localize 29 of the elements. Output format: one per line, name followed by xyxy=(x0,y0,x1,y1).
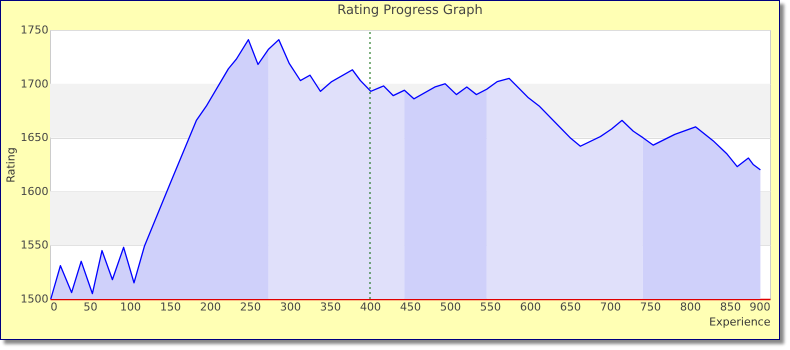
x-tick-label: 400 xyxy=(360,300,381,314)
x-tick-label: 0 xyxy=(50,300,58,314)
x-tick-label: 100 xyxy=(120,300,141,314)
x-tick-label: 350 xyxy=(320,300,341,314)
x-tick-label: 750 xyxy=(640,300,661,314)
y-axis-title: Rating xyxy=(4,147,18,183)
y-tick-label: 1550 xyxy=(20,238,48,252)
x-tick-label: 850 xyxy=(720,300,741,314)
y-tick-label: 1500 xyxy=(20,292,48,306)
x-tick-label: 200 xyxy=(200,300,221,314)
x-tick-label: 700 xyxy=(600,300,621,314)
x-tick-label: 50 xyxy=(84,300,98,314)
line-series xyxy=(50,39,762,300)
x-tick-label: 650 xyxy=(560,300,581,314)
x-tick-label: 550 xyxy=(480,300,501,314)
chart-title: Rating Progress Graph xyxy=(337,3,483,18)
y-tick-label: 1700 xyxy=(20,77,48,90)
x-tick-label: 450 xyxy=(400,300,421,314)
y-tick-label: 1600 xyxy=(20,184,48,198)
y-tick-label: 1650 xyxy=(20,131,48,144)
x-tick-label: 900 xyxy=(750,300,770,314)
x-tick-label: 500 xyxy=(440,300,461,314)
x-tick-label: 600 xyxy=(520,300,541,314)
x-axis-title: Experience xyxy=(709,316,771,328)
x-tick-label: 150 xyxy=(160,300,181,314)
x-tick-label: 800 xyxy=(680,300,701,314)
y-tick-label: 1750 xyxy=(20,24,48,36)
x-tick-label: 250 xyxy=(240,300,261,314)
x-tick-label: 300 xyxy=(280,300,301,314)
